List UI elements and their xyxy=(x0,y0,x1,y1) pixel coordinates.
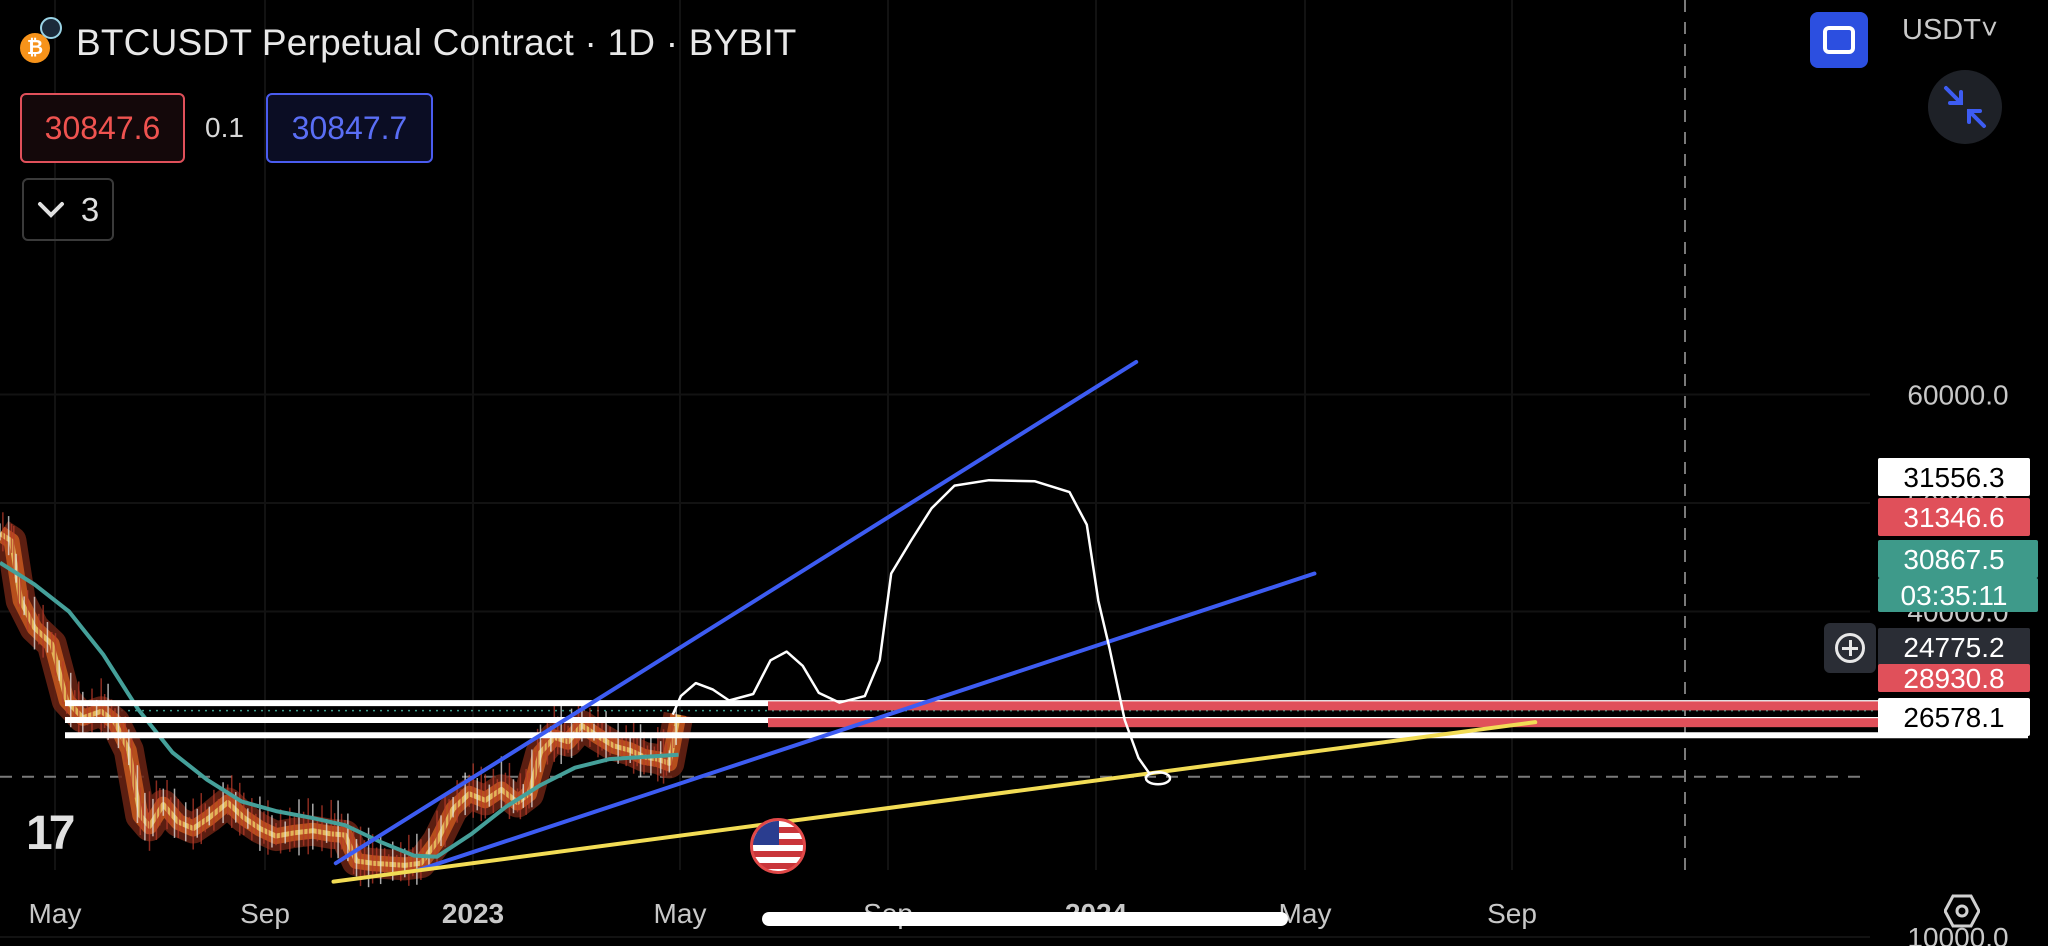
price-label: 28930.8 xyxy=(1903,663,2004,694)
resistance-zone xyxy=(768,701,1880,711)
collapse-chart-button[interactable] xyxy=(1928,70,2002,144)
price-label-bg xyxy=(1878,498,2030,536)
price-label-bg xyxy=(1878,698,2030,736)
blue-trendline xyxy=(414,571,1317,873)
price-label-bg xyxy=(1878,458,2030,496)
spread-value: 0.1 xyxy=(205,112,244,143)
chevron-down-icon xyxy=(37,201,64,218)
buy-price-button[interactable]: 30847.7 xyxy=(266,93,433,163)
price-label: 31556.3 xyxy=(1903,462,2004,493)
add-alert-button[interactable] xyxy=(1824,623,1876,673)
exchange-badge-icon xyxy=(40,17,62,39)
time-tick-label: Sep xyxy=(240,898,290,929)
price-label: 26578.1 xyxy=(1903,702,2004,733)
price-label-bg xyxy=(1878,628,2030,666)
moving-average-line xyxy=(0,561,679,859)
flag-canton xyxy=(753,821,779,845)
time-tick-label: May xyxy=(654,898,707,929)
price-label: 24775.2 xyxy=(1903,632,2004,663)
fullscreen-button[interactable] xyxy=(1810,12,1868,68)
yellow-trendline xyxy=(331,720,1538,884)
price-label-bg xyxy=(1878,664,2030,692)
price-label: 31346.6 xyxy=(1903,502,2004,533)
indicators-toggle-button[interactable]: 3 xyxy=(22,178,114,241)
tradingview-logo: 17 xyxy=(26,807,75,860)
price-label-bg xyxy=(1878,578,2038,612)
minimize-arrows-icon xyxy=(1944,86,1986,128)
resistance-zone xyxy=(768,718,1880,728)
price-tick-label: 60000.0 xyxy=(1907,380,2008,411)
price-label-bg xyxy=(1878,540,2038,578)
sell-price-button[interactable]: 30847.6 xyxy=(20,93,185,163)
time-tick-label: May xyxy=(29,898,82,929)
currency-label: USDT xyxy=(1902,14,1981,46)
us-flag-icon[interactable] xyxy=(750,818,806,874)
caret-down-icon: ˅ xyxy=(1980,14,1998,46)
freehand-projection xyxy=(671,478,1152,776)
price-label: 30867.5 xyxy=(1903,544,2004,575)
bitcoin-icon: ₿ xyxy=(20,17,62,63)
time-tick-label: 2023 xyxy=(442,898,504,929)
blue-trendline xyxy=(333,359,1139,866)
time-tick-label: Sep xyxy=(1487,898,1537,929)
chart-header: ₿ BTCUSDT Perpetual Contract · 1D · BYBI… xyxy=(20,17,797,68)
chart-title: BTCUSDT Perpetual Contract · 1D · BYBIT xyxy=(76,22,797,63)
price-label: 03:35:11 xyxy=(1901,580,2008,611)
indicator-count: 3 xyxy=(80,190,100,228)
projection-end-marker xyxy=(1144,771,1172,786)
plus-circle-icon xyxy=(1835,633,1865,663)
home-indicator[interactable] xyxy=(762,912,1288,926)
time-tick-label: May xyxy=(1279,898,1332,929)
currency-selector[interactable]: USDT˅ xyxy=(1902,14,1998,47)
settings-hexagon-icon[interactable] xyxy=(1944,893,1980,929)
fullscreen-icon xyxy=(1823,26,1855,54)
